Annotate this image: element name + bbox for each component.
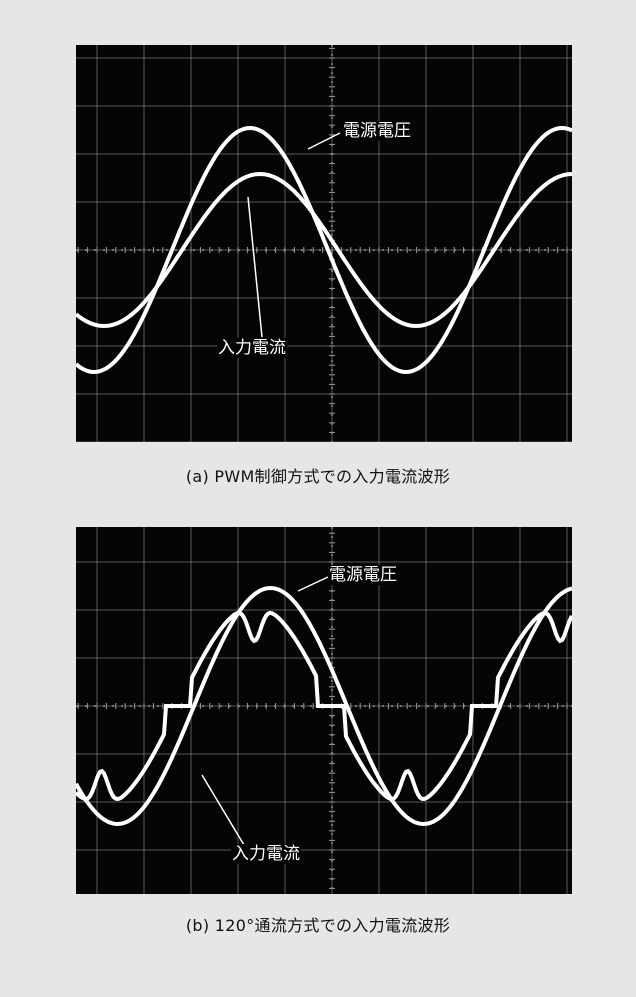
oscilloscope-plot-b xyxy=(76,527,572,894)
voltage-trace-b xyxy=(76,585,572,827)
current-trace-b xyxy=(76,610,572,802)
current-label-a: 入力電流 xyxy=(217,338,287,358)
voltage-leader-b xyxy=(297,576,329,592)
oscilloscope-plot-a xyxy=(76,45,572,442)
caption-a: (a) PWM制御方式での入力電流波形 xyxy=(185,467,451,486)
oscilloscope-screen-b: 電源電圧 入力電流 xyxy=(76,527,572,894)
voltage-label-a: 電源電圧 xyxy=(342,121,412,141)
voltage-label-b: 電源電圧 xyxy=(328,565,398,585)
current-label-b: 入力電流 xyxy=(231,844,301,864)
voltage-leader-a xyxy=(307,132,341,150)
graticule xyxy=(76,45,572,442)
current-trace-a xyxy=(76,171,572,329)
current-leader-a xyxy=(247,196,263,338)
current-leader-b xyxy=(201,774,245,846)
caption-b: (b) 120°通流方式での入力電流波形 xyxy=(185,916,451,935)
oscilloscope-screen-a: 電源電圧 入力電流 xyxy=(76,45,572,442)
